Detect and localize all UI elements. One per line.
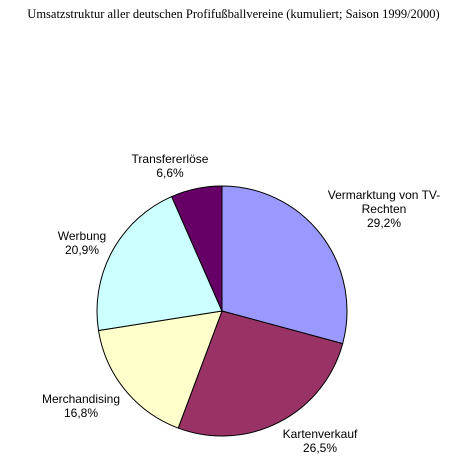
pie-slice-4 [96, 195, 223, 332]
slice-label-line: Kartenverkauf [283, 427, 358, 441]
slice-label-5: Transfererlöse 6,6% [132, 152, 209, 180]
pie-labels: Vermarktung von TV-Rechten 29,2% Kartenver… [42, 152, 440, 455]
slice-label-1: Vermarktung von TV-Rechten 29,2% [328, 188, 441, 230]
pie-slices [96, 185, 348, 437]
pie-slice-5 [170, 185, 223, 312]
slice-label-line: Vermarktung von TV- [328, 188, 441, 202]
slice-label-2: Kartenverkauf 26,5% [283, 427, 358, 455]
slice-label-3: Merchandising 16,8% [42, 392, 120, 420]
slice-value-label: 29,2% [367, 216, 401, 230]
slice-value-label: 26,5% [303, 441, 337, 455]
slice-label-line: Werbung [58, 229, 106, 243]
slice-label-4: Werbung 20,9% [58, 229, 106, 257]
slice-value-label: 20,9% [65, 243, 99, 257]
pie-slice-2 [177, 310, 344, 437]
slice-label-line: Transfererlöse [132, 152, 209, 166]
slice-label-line: Merchandising [42, 392, 120, 406]
slice-value-label: 6,6% [156, 166, 184, 180]
chart-title: Umsatzstruktur aller deutschen Profifußb… [27, 7, 440, 21]
pie-slice-1 [221, 185, 348, 345]
pie-slice-3 [97, 310, 223, 429]
slice-label-line: Rechten [362, 202, 407, 216]
slice-value-label: 16,8% [64, 406, 98, 420]
